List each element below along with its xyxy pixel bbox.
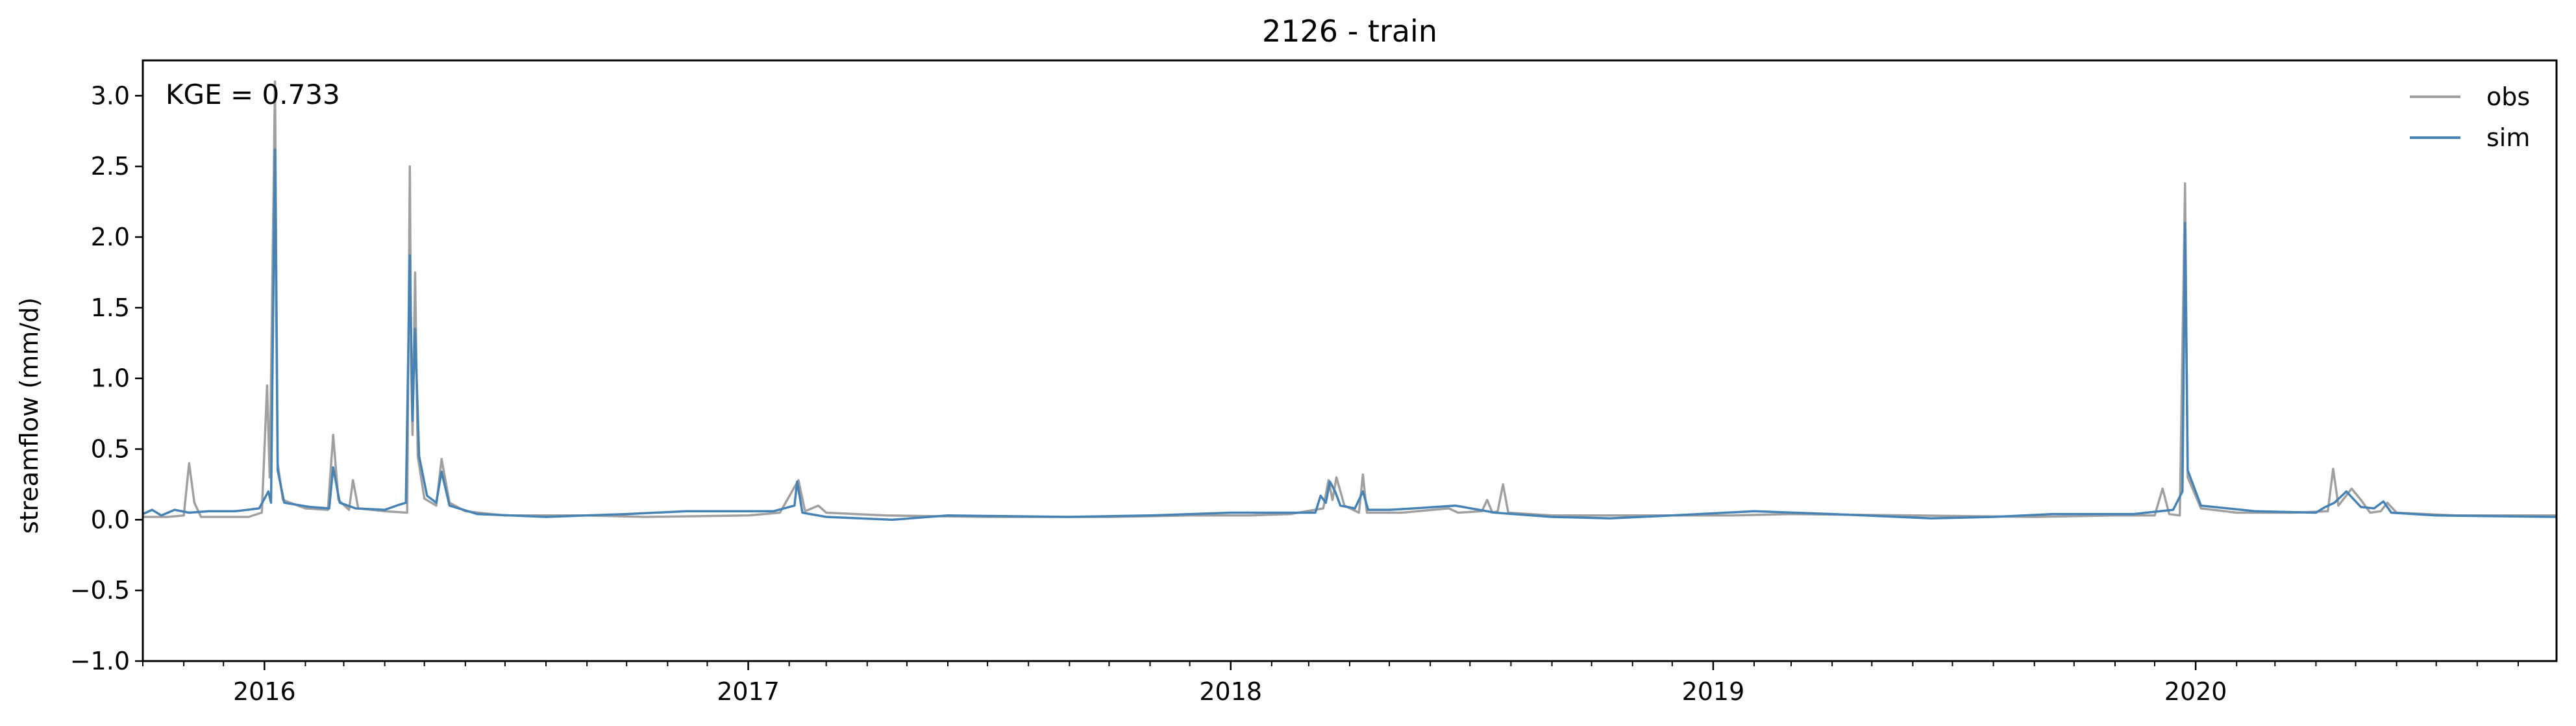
- y-tick-label: −1.0: [70, 647, 130, 675]
- x-axis-ticks: 2016 2017 2018 2019 2020: [142, 661, 2519, 706]
- legend-sim-label: sim: [2486, 123, 2530, 152]
- y-tick-label: 1.5: [91, 294, 130, 322]
- kge-annotation: KGE = 0.733: [166, 79, 340, 110]
- y-tick-label: 0.5: [91, 435, 130, 464]
- y-tick-label: 0.0: [91, 505, 130, 534]
- y-tick-label: 1.0: [91, 364, 130, 393]
- series-line-obs: [143, 80, 2557, 518]
- series-line-sim: [142, 148, 2557, 521]
- x-tick-label: 2018: [1199, 677, 1262, 706]
- legend-obs-label: obs: [2486, 82, 2530, 111]
- chart-title: 2126 - train: [1262, 14, 1437, 49]
- y-tick-label: 2.5: [91, 152, 130, 181]
- y-tick-label: 3.0: [91, 81, 130, 110]
- x-tick-label: 2017: [717, 677, 780, 706]
- x-tick-label: 2019: [1682, 677, 1745, 706]
- legend: obs sim: [2410, 82, 2530, 152]
- x-tick-label: 2020: [2164, 677, 2227, 706]
- series-layer: [142, 80, 2557, 521]
- plot-frame: [142, 59, 2558, 662]
- y-tick-label: 2.0: [91, 223, 130, 251]
- y-axis-label: streamflow (mm/d): [15, 297, 43, 534]
- x-tick-label: 2016: [233, 677, 296, 706]
- y-axis-ticks: −1.0 −0.5 0.0 0.5 1.0 1.5 2.0 2.5 3.0: [70, 81, 143, 675]
- y-tick-label: −0.5: [70, 576, 130, 605]
